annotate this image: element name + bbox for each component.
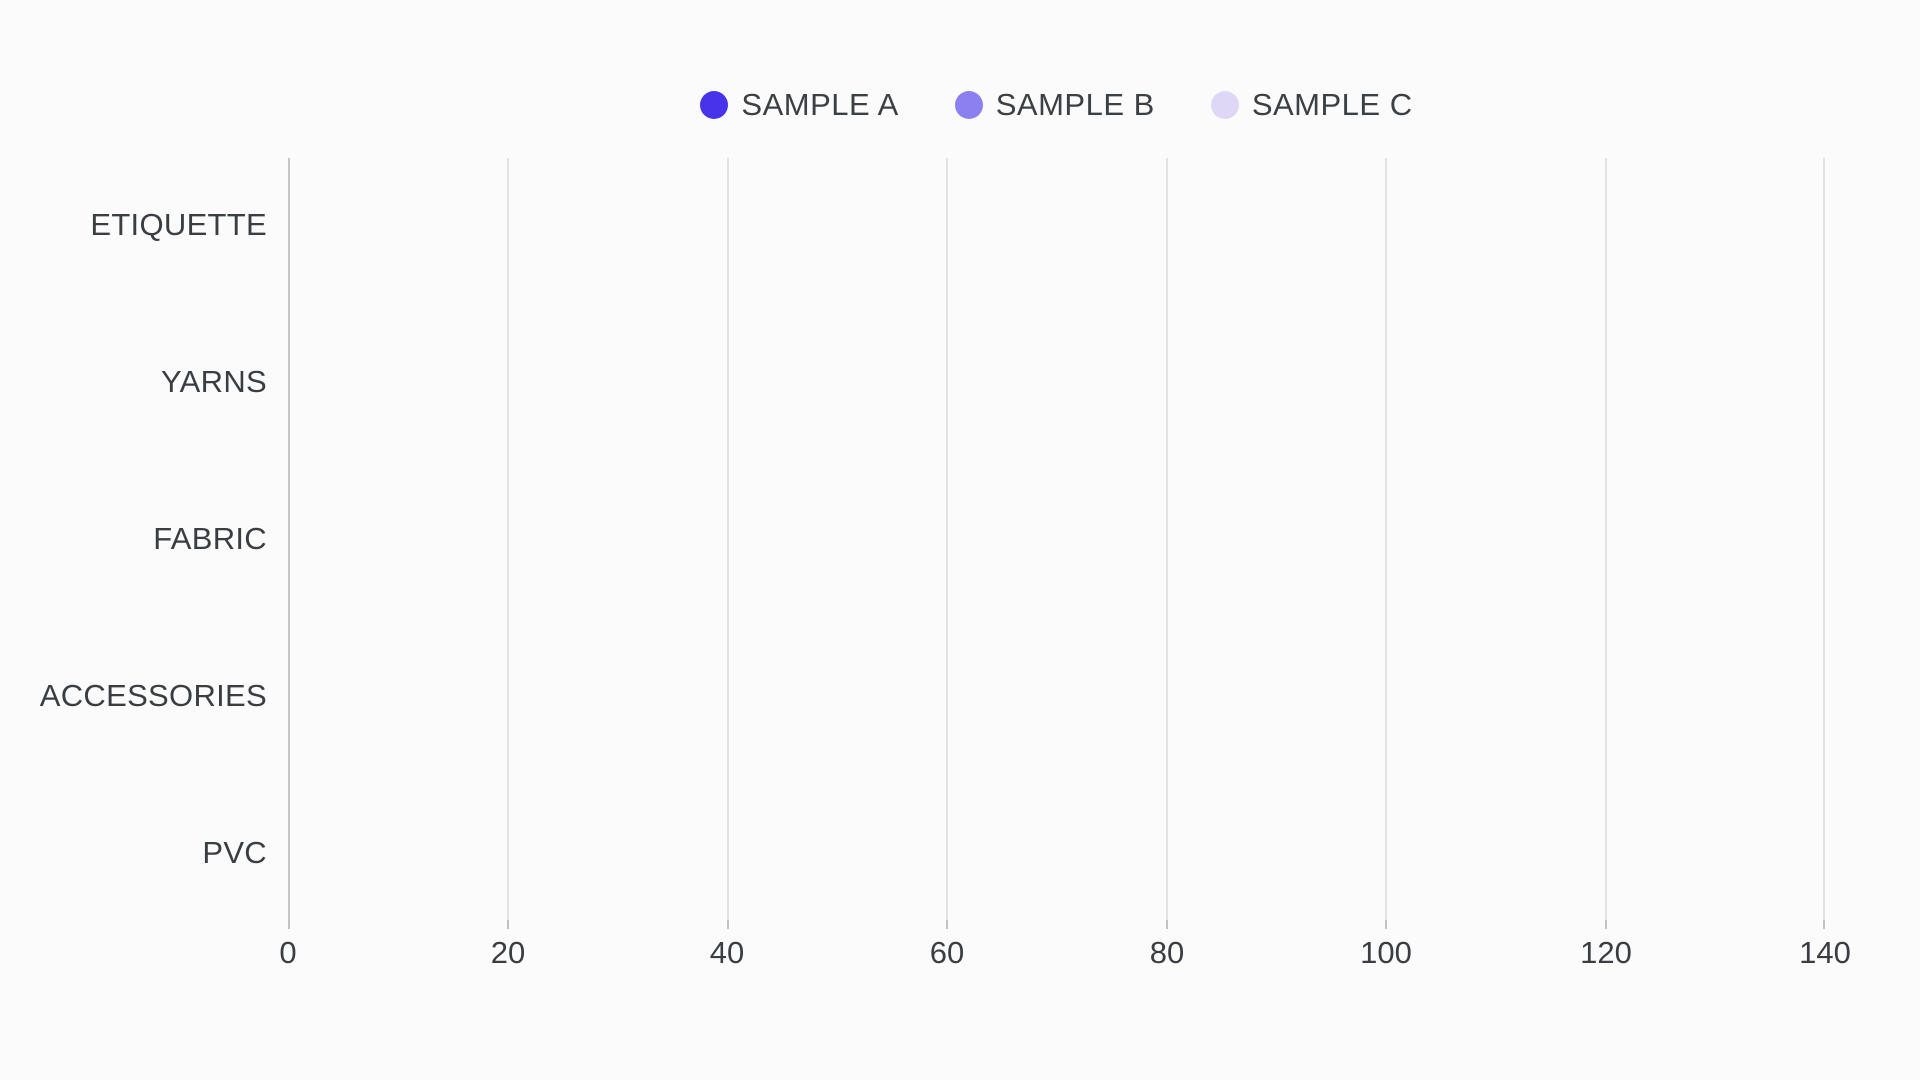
x-axis-label-0: 0: [279, 935, 297, 970]
x-axis-label-20: 20: [490, 935, 526, 970]
x-axis-label-60: 60: [929, 935, 965, 970]
x-tick-mark: [1166, 920, 1168, 929]
y-axis-line: [288, 158, 290, 920]
x-tick-mark: [288, 920, 290, 929]
gridline-100: [1385, 158, 1387, 920]
x-tick-mark: [507, 920, 509, 929]
legend-marker-icon: [954, 91, 983, 119]
x-axis-label-80: 80: [1149, 935, 1185, 970]
legend-item-sample-a[interactable]: SAMPLE A: [700, 87, 898, 123]
y-axis-label-yarns: YARNS: [160, 364, 267, 399]
x-tick-mark: [1823, 920, 1825, 929]
x-tick-mark: [727, 920, 729, 929]
gridline-80: [1166, 158, 1168, 920]
plot-area: [288, 158, 1825, 929]
x-tick-mark: [1605, 920, 1607, 929]
legend-item-sample-b[interactable]: SAMPLE B: [954, 87, 1155, 123]
legend-marker-icon: [700, 91, 729, 119]
gridline-140: [1823, 158, 1825, 920]
gridline-60: [946, 158, 948, 920]
y-axis-label-pvc: PVC: [202, 835, 267, 870]
legend-label: SAMPLE B: [995, 87, 1155, 122]
x-tick-mark: [1385, 920, 1387, 929]
gridline-40: [727, 158, 729, 920]
gridline-120: [1605, 158, 1607, 920]
y-axis-labels: ETIQUETTE YARNS FABRIC ACCESSORIES PVC: [0, 0, 267, 1080]
legend-item-sample-c[interactable]: SAMPLE C: [1210, 87, 1413, 123]
x-axis-label-140: 140: [1799, 935, 1851, 970]
gridline-20: [507, 158, 509, 920]
x-axis-label-100: 100: [1360, 935, 1412, 970]
x-axis-label-120: 120: [1580, 935, 1632, 970]
legend-marker-icon: [1210, 91, 1239, 119]
x-axis-labels: 0 20 40 60 80 100 120 140: [279, 934, 1850, 974]
x-tick-mark: [946, 920, 948, 929]
legend-label: SAMPLE A: [741, 87, 899, 122]
y-axis-label-etiquette: ETIQUETTE: [90, 207, 267, 242]
x-axis-label-40: 40: [709, 935, 745, 970]
legend-label: SAMPLE C: [1251, 87, 1413, 122]
chart-legend: SAMPLE A SAMPLE B SAMPLE C: [288, 84, 1825, 126]
y-axis-label-fabric: FABRIC: [153, 521, 267, 556]
y-axis-label-accessories: ACCESSORIES: [39, 678, 267, 713]
